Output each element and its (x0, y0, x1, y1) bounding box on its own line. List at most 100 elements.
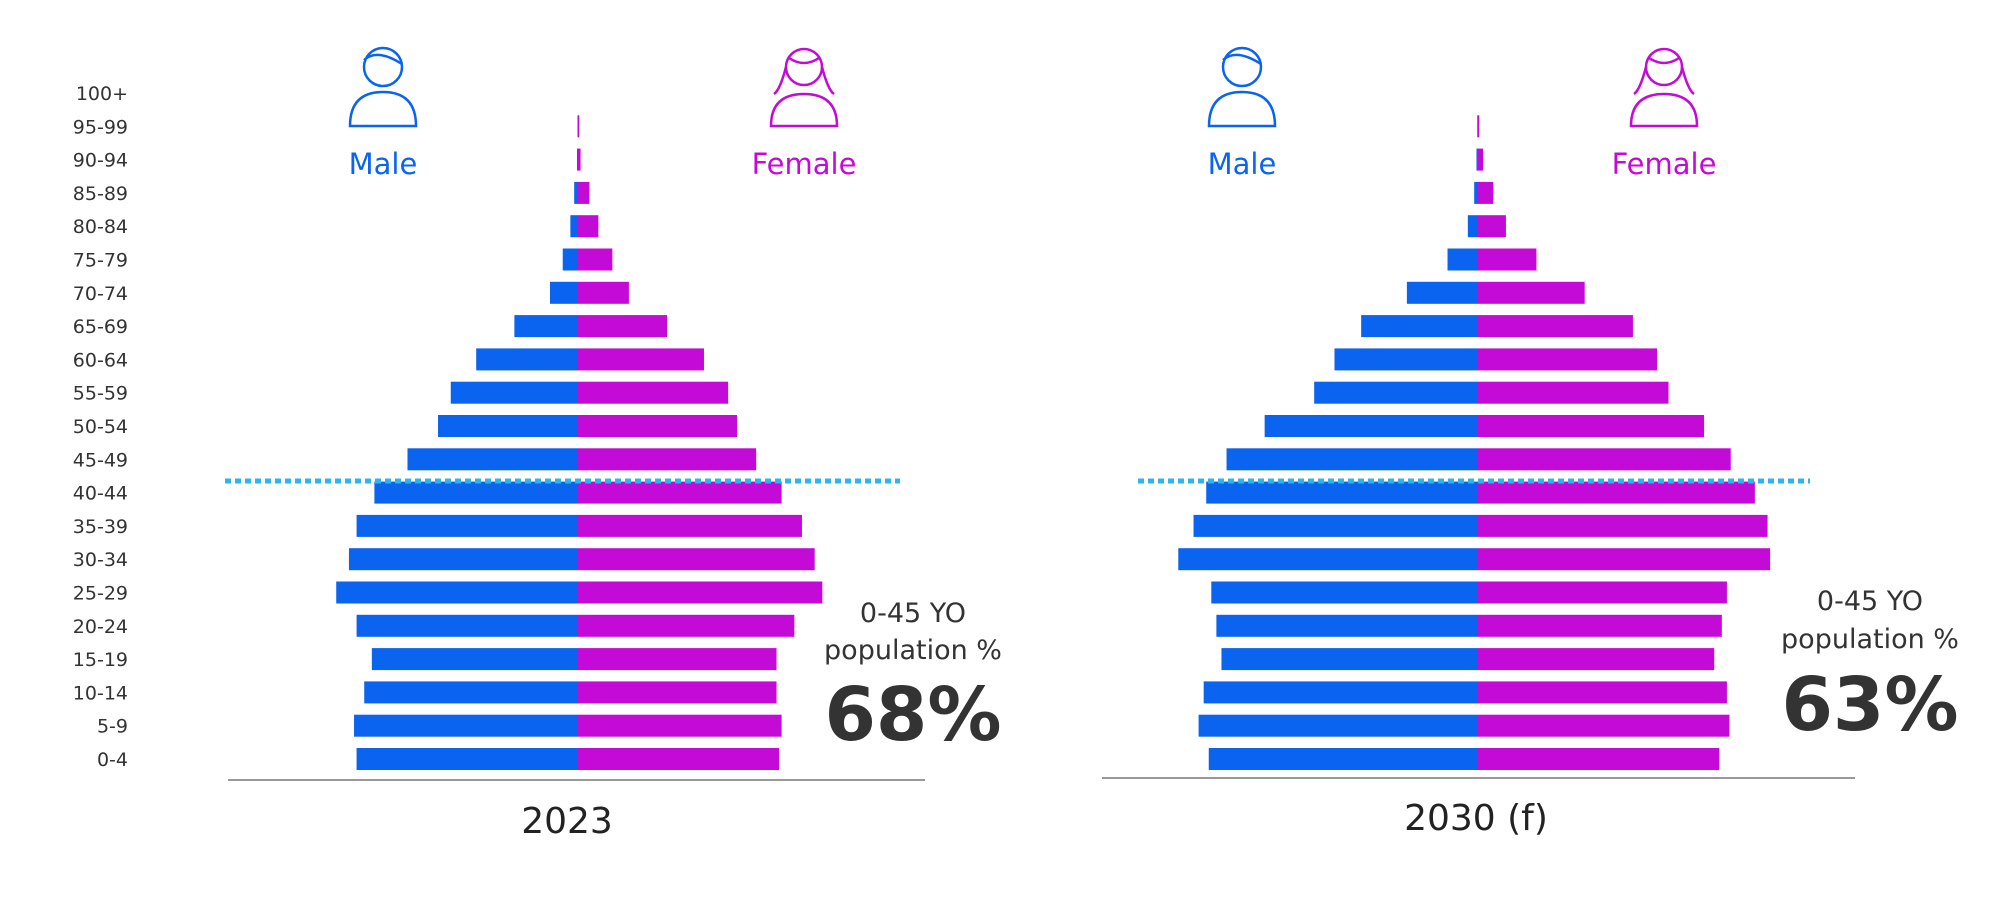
male-bar (371, 648, 578, 671)
female-bar (578, 548, 815, 571)
female-bar (1478, 548, 1771, 571)
female-bar (578, 148, 581, 171)
male-bar (550, 281, 578, 304)
stat-value-2023: 68% (824, 672, 1001, 758)
age-tick-label: 35-39 (73, 516, 128, 538)
age-tick-label: 25-29 (73, 583, 128, 605)
male-bar (1203, 681, 1478, 704)
male-bar (1406, 281, 1478, 304)
age-tick-label: 20-24 (73, 616, 128, 638)
female-bar (1478, 614, 1722, 637)
male-bar (1334, 348, 1478, 371)
male-bar (438, 415, 578, 437)
female-bar (578, 614, 795, 637)
female-bar (578, 248, 613, 271)
female-bar (1478, 748, 1720, 770)
male-bar (1467, 215, 1478, 238)
male-bar (356, 748, 578, 770)
male-bar (570, 215, 578, 238)
female-bar (1478, 714, 1730, 737)
female-bar (578, 381, 729, 404)
legend-male-label: Male (349, 147, 418, 181)
female-bar (1478, 215, 1506, 238)
male-bar (1178, 548, 1478, 571)
female-bar (1478, 514, 1768, 537)
female-bar (1478, 281, 1585, 304)
male-bar (574, 181, 578, 204)
age-tick-label: 90-94 (73, 150, 128, 172)
female-bar (1478, 448, 1731, 471)
chart-title-2030: 2030 (f) (1404, 798, 1548, 839)
male-bar (576, 148, 578, 171)
male-bar (1206, 481, 1478, 504)
age-tick-label: 50-54 (73, 416, 128, 438)
age-tick-label: 15-19 (73, 649, 128, 671)
female-bar (578, 714, 782, 737)
female-bar (1478, 248, 1537, 271)
male-bar (348, 548, 578, 571)
male-bar (1226, 448, 1478, 471)
male-bar (1211, 581, 1478, 604)
age-tick-label: 30-34 (73, 549, 128, 571)
female-bar (578, 181, 590, 204)
age-tick-label: 85-89 (73, 183, 128, 205)
female-bar (578, 115, 580, 138)
age-tick-label: 55-59 (73, 383, 128, 405)
male-bar (374, 481, 578, 504)
female-bar (1478, 581, 1727, 604)
female-bar (578, 348, 704, 371)
age-tick-label: 45-49 (73, 449, 128, 471)
female-bar (578, 748, 780, 770)
legend-male-label: Male (1208, 147, 1277, 181)
pyramid-chart-2023: Male Female 2023 0-45 YO population % 68… (225, 46, 1002, 842)
age-tick-label: 40-44 (73, 483, 128, 505)
female-bar (1478, 381, 1669, 404)
male-bar (1198, 714, 1478, 737)
male-bar (1474, 181, 1478, 204)
age-tick-label: 100+ (76, 83, 128, 105)
male-bar (577, 115, 578, 138)
male-bar (356, 514, 578, 537)
female-person-icon (769, 47, 839, 128)
male-bar (476, 348, 578, 371)
female-bar (1478, 415, 1705, 437)
female-bar (1478, 481, 1755, 504)
age-tick-label: 0-4 (97, 749, 128, 771)
female-bar (1478, 315, 1633, 338)
female-bar (1478, 115, 1480, 138)
male-bar (562, 248, 578, 271)
female-bar (578, 281, 629, 304)
age-axis: 100+ 95-99 90-94 85-89 80-84 75-79 70-74 65-69 6… (73, 83, 128, 771)
female-person-icon (1629, 47, 1699, 128)
age-tick-label: 60-64 (73, 349, 128, 371)
male-bar (450, 381, 578, 404)
female-bar (578, 215, 599, 238)
male-bar (364, 681, 578, 704)
male-bar (1208, 748, 1478, 770)
age-tick-label: 80-84 (73, 216, 128, 238)
female-bar (578, 415, 738, 437)
female-bar (578, 581, 823, 604)
female-bar (1478, 348, 1658, 371)
male-bar (356, 614, 578, 637)
stat-value-2030: 63% (1781, 662, 1958, 748)
stat-label-line2-2030: population % (1781, 624, 1959, 655)
male-bar (336, 581, 578, 604)
male-person-icon (1207, 46, 1277, 128)
stat-label-line1-2023: 0-45 YO (860, 598, 966, 629)
male-bar (354, 714, 578, 737)
female-bar (578, 648, 777, 671)
male-bar (1361, 315, 1478, 338)
stat-label-line1-2030: 0-45 YO (1817, 586, 1923, 617)
stat-label-line2-2023: population % (824, 635, 1002, 666)
bars-2023 (225, 115, 900, 770)
female-bar (1478, 181, 1494, 204)
male-bar (1264, 415, 1478, 437)
age-tick-label: 95-99 (73, 116, 128, 138)
female-bar (1478, 148, 1484, 171)
age-tick-label: 65-69 (73, 316, 128, 338)
male-bar (407, 448, 578, 471)
female-bar (578, 481, 782, 504)
female-bar (1478, 648, 1715, 671)
